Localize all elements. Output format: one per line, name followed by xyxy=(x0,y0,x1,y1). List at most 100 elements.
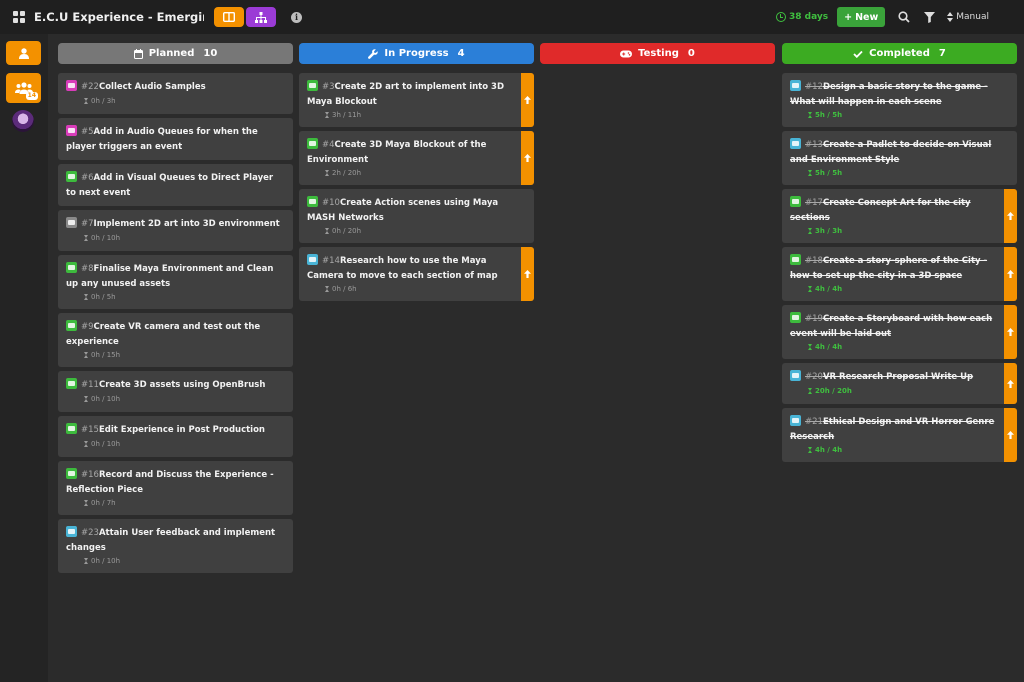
task-time-estimate: 0h / 5h xyxy=(66,292,285,303)
task-title: #14Research how to use the Maya Camera t… xyxy=(307,254,516,283)
column-header-completed[interactable]: Completed 7 xyxy=(782,43,1017,64)
priority-arrow-up-icon[interactable] xyxy=(1004,363,1017,404)
task-title: #5Add in Audio Queues for when the playe… xyxy=(66,125,285,154)
priority-arrow-up-icon[interactable] xyxy=(521,131,534,185)
task-title: #22Collect Audio Samples xyxy=(66,80,285,95)
check-icon xyxy=(853,50,863,58)
task-number: #12 xyxy=(805,82,823,92)
task-card[interactable]: #16Record and Discuss the Experience - R… xyxy=(58,461,293,515)
task-card[interactable]: #18Create a story-sphere of the City - h… xyxy=(782,247,1017,301)
gamepad-icon xyxy=(620,50,633,57)
task-card[interactable]: #10Create Action scenes using Maya MASH … xyxy=(299,189,534,243)
task-card[interactable]: #19Create a Storyboard with how each eve… xyxy=(782,305,1017,359)
sort-dropdown[interactable]: Manual xyxy=(947,12,989,22)
project-title[interactable]: E.C.U Experience - Emerging Te... xyxy=(34,10,204,24)
apps-grid-icon[interactable] xyxy=(13,11,25,23)
priority-arrow-up-icon[interactable] xyxy=(521,73,534,127)
task-title-text: VR Research Proposal Write Up xyxy=(822,372,974,382)
column-header-planned[interactable]: Planned 10 xyxy=(58,43,293,64)
task-type-icon xyxy=(66,125,77,136)
hierarchy-view-button[interactable] xyxy=(246,7,276,27)
hourglass-time-text: 0h / 10h xyxy=(91,439,121,448)
task-title: #23Attain User feedback and implement ch… xyxy=(66,526,285,555)
task-time-estimate: 2h / 20h xyxy=(307,168,516,179)
task-card[interactable]: #22Collect Audio Samples 0h / 3h xyxy=(58,73,293,114)
task-card[interactable]: #23Attain User feedback and implement ch… xyxy=(58,519,293,573)
task-type-icon xyxy=(66,468,77,479)
priority-arrow-up-icon[interactable] xyxy=(1004,408,1017,462)
column-in-progress: In Progress 4 #3Create 2D art to impleme… xyxy=(299,43,534,301)
task-time-estimate: 0h / 10h xyxy=(66,394,285,405)
hourglass-time-text: 5h / 5h xyxy=(815,111,843,119)
priority-arrow-up-icon[interactable] xyxy=(1004,189,1017,243)
my-tasks-button[interactable] xyxy=(6,41,41,65)
new-task-button[interactable]: + New xyxy=(837,7,886,27)
task-time-estimate: 0h / 6h xyxy=(307,284,516,295)
task-title-text: Create Concept Art for the city sections xyxy=(790,198,971,223)
task-type-icon xyxy=(66,80,77,91)
column-testing: Testing 0 xyxy=(540,43,775,73)
task-number: #8 xyxy=(81,264,94,274)
task-card[interactable]: #6Add in Visual Queues to Direct Player … xyxy=(58,164,293,206)
task-card[interactable]: #15Edit Experience in Post Production 0h … xyxy=(58,416,293,457)
task-time-estimate: 3h / 3h xyxy=(790,226,999,237)
task-card[interactable]: #7Implement 2D art into 3D environment 0h… xyxy=(58,210,293,251)
team-button[interactable]: 14 xyxy=(6,73,41,103)
task-number: #9 xyxy=(81,322,94,332)
task-title: #8Finalise Maya Environment and Clean up… xyxy=(66,262,285,291)
task-card[interactable]: #20VR Research Proposal Write Up 20h / 20… xyxy=(782,363,1017,404)
task-number: #18 xyxy=(805,256,823,266)
task-title-text: Create a Storyboard with how each event … xyxy=(790,314,993,339)
column-header-testing[interactable]: Testing 0 xyxy=(540,43,775,64)
task-type-icon xyxy=(307,254,318,265)
task-number: #21 xyxy=(805,417,823,427)
task-card[interactable]: #9Create VR camera and test out the expe… xyxy=(58,313,293,367)
task-type-icon xyxy=(66,171,77,182)
task-card[interactable]: #13Create a Padlet to decide on Visual a… xyxy=(782,131,1017,185)
priority-arrow-up-icon[interactable] xyxy=(521,247,534,301)
column-planned: Planned 10 #22Collect Audio Samples 0h / … xyxy=(58,43,293,573)
task-time-estimate: 5h / 5h xyxy=(790,168,1009,179)
task-number: #17 xyxy=(805,198,823,208)
hourglass-time-text: 4h / 4h xyxy=(815,285,843,293)
task-title: #3Create 2D art to implement into 3D May… xyxy=(307,80,516,109)
task-title-text: Create 3D assets using OpenBrush xyxy=(98,380,266,390)
task-title-text: Create 2D art to implement into 3D Maya … xyxy=(307,82,505,107)
days-remaining: 38 days xyxy=(776,12,828,22)
task-card[interactable]: #8Finalise Maya Environment and Clean up… xyxy=(58,255,293,309)
task-card[interactable]: #17Create Concept Art for the city secti… xyxy=(782,189,1017,243)
task-card[interactable]: #3Create 2D art to implement into 3D May… xyxy=(299,73,534,127)
task-title: #13Create a Padlet to decide on Visual a… xyxy=(790,138,1009,167)
top-bar: E.C.U Experience - Emerging Te... i 38 d… xyxy=(0,0,1024,34)
priority-arrow-up-icon[interactable] xyxy=(1004,247,1017,301)
task-card[interactable]: #5Add in Audio Queues for when the playe… xyxy=(58,118,293,160)
task-title: #16Record and Discuss the Experience - R… xyxy=(66,468,285,497)
task-title: #7Implement 2D art into 3D environment xyxy=(66,217,285,232)
task-title: #12Design a basic story to the game - Wh… xyxy=(790,80,1009,109)
card-list-in-progress: #3Create 2D art to implement into 3D May… xyxy=(299,73,534,301)
priority-arrow-up-icon[interactable] xyxy=(1004,305,1017,359)
info-icon[interactable]: i xyxy=(291,11,302,23)
task-time-estimate: 0h / 15h xyxy=(66,350,285,361)
clock-icon xyxy=(776,12,787,22)
task-time-estimate: 0h / 10h xyxy=(66,233,285,244)
task-number: #23 xyxy=(81,528,99,538)
task-title-text: Create Action scenes using Maya MASH Net… xyxy=(307,198,499,223)
task-card[interactable]: #4Create 3D Maya Blockout of the Environ… xyxy=(299,131,534,185)
board-view-button[interactable] xyxy=(214,7,244,27)
task-card[interactable]: #21Ethical Design and VR Horror Genre Re… xyxy=(782,408,1017,462)
task-title-text: Record and Discuss the Experience - Refl… xyxy=(66,470,274,495)
task-time-estimate: 3h / 11h xyxy=(307,110,516,121)
task-time-estimate: 0h / 7h xyxy=(66,498,285,509)
task-card[interactable]: #11Create 3D assets using OpenBrush 0h / … xyxy=(58,371,293,412)
task-card[interactable]: #12Design a basic story to the game - Wh… xyxy=(782,73,1017,127)
task-time-estimate: 4h / 4h xyxy=(790,445,999,456)
task-title-text: Create 3D Maya Blockout of the Environme… xyxy=(307,140,487,165)
user-avatar[interactable] xyxy=(12,110,34,132)
task-time-estimate: 4h / 4h xyxy=(790,284,999,295)
filter-icon[interactable] xyxy=(922,10,936,24)
task-type-icon xyxy=(790,138,801,149)
task-card[interactable]: #14Research how to use the Maya Camera t… xyxy=(299,247,534,301)
column-header-in-progress[interactable]: In Progress 4 xyxy=(299,43,534,64)
search-icon[interactable] xyxy=(897,10,911,24)
